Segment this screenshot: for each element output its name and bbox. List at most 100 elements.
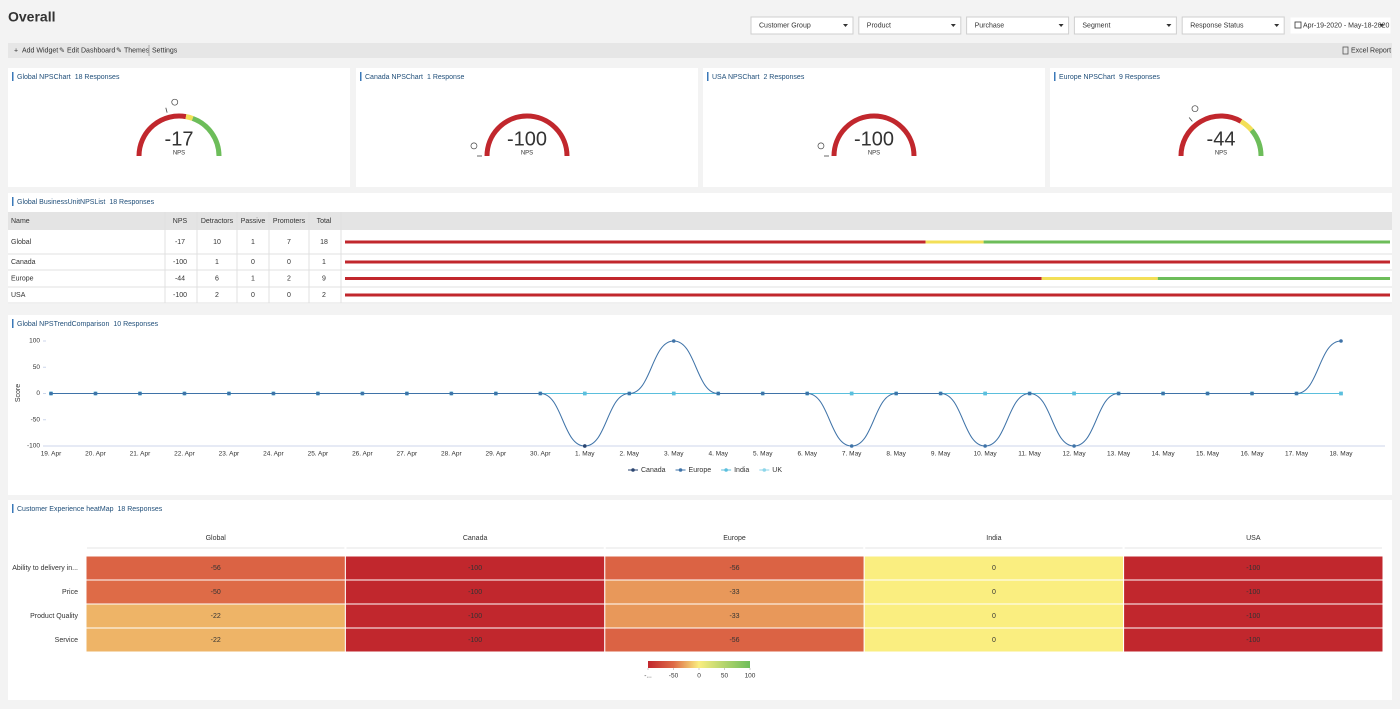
- trend-point: [716, 391, 721, 396]
- x-tick-label: 19. Apr: [41, 451, 62, 458]
- panel-responses: 2 Responses: [763, 74, 804, 81]
- filter-label[interactable]: Response Status: [1190, 22, 1244, 29]
- table-number: 1: [251, 275, 255, 282]
- trend-point: [938, 391, 943, 396]
- legend-tick-label: 0: [697, 673, 701, 680]
- x-tick-label: 17. May: [1285, 451, 1309, 458]
- heatmap-cell: [604, 555, 865, 581]
- table-number: 9: [322, 275, 326, 282]
- x-tick-label: 4. May: [708, 451, 728, 458]
- table-number: 1: [251, 239, 255, 246]
- table-number: 2: [215, 292, 219, 299]
- heatmap-row: Price: [62, 589, 78, 596]
- filter-label[interactable]: Customer Group: [759, 22, 811, 29]
- x-tick-label: 30. Apr: [530, 451, 551, 458]
- filter-dropdown[interactable]: [1181, 16, 1285, 35]
- legend-marker: [631, 468, 635, 472]
- title-accent: [12, 319, 14, 328]
- x-tick-label: 24. Apr: [263, 451, 284, 458]
- filter-dropdown[interactable]: [966, 16, 1070, 35]
- heatmap-row: Product Quality: [30, 613, 78, 620]
- x-tick-label: 9. May: [931, 451, 951, 458]
- toolbar-action[interactable]: Edit Dashboard: [67, 47, 115, 54]
- panel-title: Global BusinessUnitNPSList: [17, 199, 105, 206]
- toolbar-action[interactable]: Settings: [152, 47, 178, 54]
- heatmap-column: USA: [1246, 535, 1261, 542]
- y-tick-label: -100: [27, 443, 40, 450]
- filter-dropdown[interactable]: [750, 16, 854, 35]
- dropdown-arrow: [1379, 24, 1384, 27]
- x-tick-label: 15. May: [1196, 451, 1220, 458]
- gauge-segment: [185, 114, 194, 121]
- heatmap-row: Ability to delivery in...: [12, 565, 78, 572]
- trend-point: [138, 391, 142, 396]
- y-tick-label: 50: [33, 364, 41, 371]
- toolbar-icon: ✎: [59, 47, 65, 54]
- dropdown-arrow: [1274, 24, 1280, 27]
- filter-label[interactable]: Segment: [1082, 22, 1110, 29]
- dropdown-arrow: [843, 24, 848, 27]
- table-number: -17: [175, 239, 185, 246]
- trend-point: [582, 444, 587, 448]
- trend-point: [1339, 391, 1343, 396]
- gauge-segment: [1249, 128, 1264, 157]
- gauge-indicator: [165, 107, 168, 113]
- gauge-segment: [1239, 119, 1254, 132]
- trend-point: [227, 391, 231, 396]
- title-accent: [12, 72, 14, 81]
- filter-label[interactable]: Product: [867, 22, 891, 29]
- x-tick-label: 3. May: [664, 451, 684, 458]
- legend-marker: [724, 468, 728, 472]
- x-tick-label: 26. Apr: [352, 451, 373, 458]
- legend-label[interactable]: India: [734, 467, 749, 474]
- trend-point: [449, 391, 454, 396]
- heatmap-column: Global: [206, 535, 227, 542]
- row-name: Europe: [11, 275, 34, 282]
- legend-label[interactable]: Europe: [689, 467, 712, 474]
- title-accent: [12, 504, 14, 513]
- toolbar-icon: +: [14, 47, 18, 54]
- table-number: 0: [287, 259, 291, 266]
- smiley-icon: [470, 142, 478, 150]
- heatmap-cell: [1123, 627, 1384, 653]
- gauge-label: NPS: [521, 151, 533, 157]
- heatmap-value: -100: [468, 637, 482, 644]
- heatmap-value: 0: [992, 589, 996, 596]
- trend-point: [1294, 391, 1299, 396]
- x-tick-label: 6. May: [797, 451, 817, 458]
- heatmap-value: -56: [211, 565, 221, 572]
- trend-point: [805, 391, 810, 396]
- x-tick-label: 27. Apr: [397, 451, 418, 458]
- toolbar-action[interactable]: Themes: [124, 47, 150, 54]
- legend-tick-label: 50: [721, 673, 729, 680]
- gauge-segment: [136, 113, 187, 157]
- heatmap-value: -22: [211, 637, 221, 644]
- smiley-icon: [817, 142, 825, 150]
- panel: [8, 68, 350, 187]
- table-number: 7: [287, 239, 291, 246]
- trend-point: [49, 391, 53, 396]
- filter-label[interactable]: Purchase: [975, 22, 1005, 29]
- row-name: USA: [11, 292, 26, 299]
- trend-point: [894, 391, 898, 396]
- trend-point: [1161, 391, 1165, 396]
- smiley-icon: [171, 98, 179, 106]
- dropdown-arrow: [950, 24, 956, 27]
- legend-label[interactable]: UK: [772, 467, 782, 474]
- heatmap-row: Service: [55, 637, 78, 644]
- heatmap-cell: [1123, 579, 1384, 605]
- color-legend: [648, 661, 750, 668]
- date-range[interactable]: Apr-19-2020 - May-18-2020: [1303, 22, 1389, 29]
- row-name: Canada: [11, 259, 36, 266]
- legend-label[interactable]: Canada: [641, 467, 666, 474]
- table-number: 18: [320, 239, 328, 246]
- toolbar-action[interactable]: Add Widget: [22, 47, 58, 54]
- date-picker[interactable]: [1289, 16, 1392, 35]
- heatmap-value: -50: [211, 589, 221, 596]
- excel-report[interactable]: Excel Report: [1351, 47, 1391, 54]
- filter-dropdown[interactable]: [1073, 16, 1177, 35]
- x-tick-label: 12. May: [1063, 451, 1087, 458]
- filter-dropdown[interactable]: [858, 16, 962, 35]
